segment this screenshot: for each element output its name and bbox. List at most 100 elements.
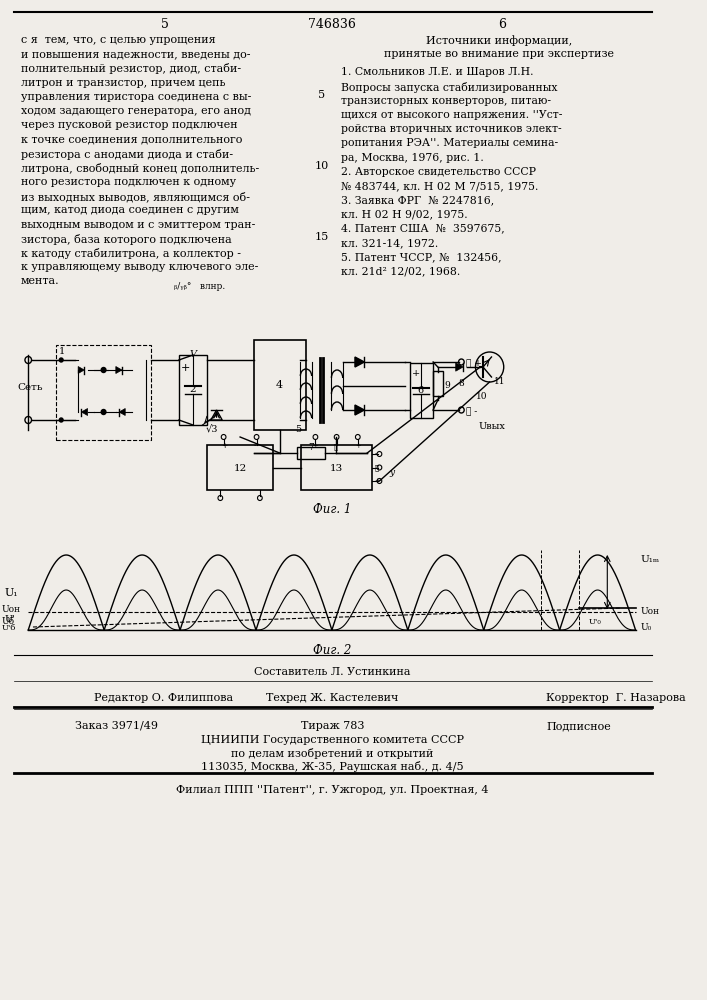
Text: Тираж 783: Тираж 783 <box>300 721 364 731</box>
Text: U'б: U'б <box>2 624 16 632</box>
Text: +: + <box>375 477 380 485</box>
Text: щим, катод диода соединен с другим: щим, катод диода соединен с другим <box>21 205 238 215</box>
Text: 4: 4 <box>276 380 284 390</box>
Text: Uон: Uон <box>641 607 660 616</box>
Text: Корректор  Г. Назарова: Корректор Г. Назарова <box>546 693 686 703</box>
Bar <box>301 445 372 490</box>
Text: ного резистора подключен к одному: ного резистора подключен к одному <box>21 177 236 187</box>
Bar <box>179 355 207 425</box>
Text: из выходных выводов, являющимся об-: из выходных выводов, являющимся об- <box>21 191 250 202</box>
Text: 2: 2 <box>189 385 197 394</box>
Text: y: y <box>389 468 394 477</box>
Text: кл. Н 02 Н 9/02, 1975.: кл. Н 02 Н 9/02, 1975. <box>341 209 467 219</box>
Text: Подписное: Подписное <box>546 721 611 731</box>
Polygon shape <box>116 366 122 373</box>
Text: ∅ +: ∅ + <box>466 359 481 368</box>
Bar <box>207 445 273 490</box>
Text: √3: √3 <box>205 425 218 434</box>
Text: Составитель Л. Устинкина: Составитель Л. Устинкина <box>254 667 411 677</box>
Text: 7: 7 <box>308 443 314 452</box>
Text: 10: 10 <box>476 392 487 401</box>
Text: кл. 21d² 12/02, 1968.: кл. 21d² 12/02, 1968. <box>341 266 460 276</box>
Text: щихся от высокого напряжения. ''Уст-: щихся от высокого напряжения. ''Уст- <box>341 110 562 120</box>
Text: 5: 5 <box>295 425 301 434</box>
Text: +: + <box>355 442 361 450</box>
Bar <box>433 371 443 396</box>
Text: Фиг. 2: Фиг. 2 <box>313 644 351 657</box>
Text: 10: 10 <box>315 161 329 171</box>
Text: ропитания РЭА''. Материалы семина-: ропитания РЭА''. Материалы семина- <box>341 138 558 148</box>
Text: к катоду стабилитрона, а коллектор -: к катоду стабилитрона, а коллектор - <box>21 248 240 259</box>
Text: зистора, база которого подключена: зистора, база которого подключена <box>21 234 231 245</box>
Text: Uб: Uб <box>2 617 15 626</box>
Text: 2. Авторское свидетельство СССР: 2. Авторское свидетельство СССР <box>341 167 536 177</box>
Text: № 483744, кл. Н 02 М 7/515, 1975.: № 483744, кл. Н 02 М 7/515, 1975. <box>341 181 538 191</box>
Text: литрон и транзистор, причем цепь: литрон и транзистор, причем цепь <box>21 78 226 88</box>
Text: 11: 11 <box>494 377 506 386</box>
Text: ∅: ∅ <box>375 464 379 472</box>
Text: U': U' <box>5 615 16 624</box>
Text: Источники информации,: Источники информации, <box>426 35 572 46</box>
Text: 113035, Москва, Ж-35, Раушская наб., д. 4/5: 113035, Москва, Ж-35, Раушская наб., д. … <box>201 761 464 772</box>
Text: 6: 6 <box>498 18 506 31</box>
Text: к точке соединения дополнительного: к точке соединения дополнительного <box>21 134 242 144</box>
Text: Uвых: Uвых <box>479 422 506 431</box>
Text: транзисторных конверторов, питаю-: транзисторных конверторов, питаю- <box>341 96 551 106</box>
Text: +: + <box>411 369 420 378</box>
Polygon shape <box>355 405 364 415</box>
Text: 6: 6 <box>418 386 424 395</box>
Text: Заказ 3971/49: Заказ 3971/49 <box>76 721 158 731</box>
Text: по делам изобретений и открытий: по делам изобретений и открытий <box>231 748 433 759</box>
Circle shape <box>59 358 63 362</box>
Text: 8: 8 <box>459 379 464 388</box>
Text: 9: 9 <box>445 381 450 390</box>
Text: Вопросы запуска стабилизированных: Вопросы запуска стабилизированных <box>341 82 557 93</box>
Text: управления тиристора соединена с вы-: управления тиристора соединена с вы- <box>21 92 251 102</box>
Text: U₁ₘ: U₁ₘ <box>641 556 660 564</box>
Text: к управляющему выводу ключевого эле-: к управляющему выводу ключевого эле- <box>21 262 258 272</box>
Text: V: V <box>189 350 197 359</box>
Bar <box>57 345 151 440</box>
Circle shape <box>59 418 63 422</box>
Text: U₁: U₁ <box>5 588 18 598</box>
Text: +: + <box>312 442 318 450</box>
Polygon shape <box>81 408 88 416</box>
Text: ∅ -: ∅ - <box>466 407 477 416</box>
Text: 1: 1 <box>59 347 64 356</box>
Text: 1. Смольников Л.Е. и Шаров Л.Н.: 1. Смольников Л.Е. и Шаров Л.Н. <box>341 67 533 77</box>
Circle shape <box>101 367 106 372</box>
Text: 13: 13 <box>329 464 343 473</box>
Text: 5: 5 <box>160 18 169 31</box>
Text: с я  тем, что, с целью упрощения: с я тем, что, с целью упрощения <box>21 35 216 45</box>
Polygon shape <box>119 408 125 416</box>
Text: 5. Патент ЧССР, №  132456,: 5. Патент ЧССР, № 132456, <box>341 252 501 262</box>
Text: литрона, свободный конец дополнитель-: литрона, свободный конец дополнитель- <box>21 163 259 174</box>
Polygon shape <box>78 366 84 373</box>
Text: ра, Москва, 1976, рис. 1.: ра, Москва, 1976, рис. 1. <box>341 153 484 163</box>
Text: Фиг. 1: Фиг. 1 <box>313 503 351 516</box>
Text: резистора с анодами диода и стаби-: резистора с анодами диода и стаби- <box>21 149 233 160</box>
Text: -: - <box>375 450 377 458</box>
Polygon shape <box>355 357 364 367</box>
Text: -: - <box>254 442 257 450</box>
Text: ∅: ∅ <box>334 442 338 450</box>
Text: Техред Ж. Кастелевич: Техред Ж. Кастелевич <box>266 693 399 703</box>
Text: 5: 5 <box>318 90 325 100</box>
Text: выходным выводом и с эмиттером тран-: выходным выводом и с эмиттером тран- <box>21 220 255 230</box>
Polygon shape <box>456 363 463 371</box>
Text: 12: 12 <box>233 464 247 473</box>
Text: Редактор О. Филиппова: Редактор О. Филиппова <box>94 693 233 703</box>
Text: +: + <box>221 442 227 450</box>
Text: Филиал ППП ''Патент'', г. Ужгород, ул. Проектная, 4: Филиал ППП ''Патент'', г. Ужгород, ул. П… <box>176 785 489 795</box>
Text: через пусковой резистор подключен: через пусковой резистор подключен <box>21 120 238 130</box>
Text: Uон: Uон <box>2 605 21 614</box>
Text: 4. Патент США  №  3597675,: 4. Патент США № 3597675, <box>341 224 505 234</box>
Bar <box>409 363 433 418</box>
Text: 15: 15 <box>315 232 329 242</box>
Text: ᵦ/ᵧᵦ°   влнр.: ᵦ/ᵧᵦ° влнр. <box>174 282 226 291</box>
Bar <box>255 340 306 430</box>
Text: +: + <box>181 363 190 373</box>
Text: 746836: 746836 <box>308 18 356 31</box>
Text: U₀: U₀ <box>641 622 652 632</box>
Text: и повышения надежности, введены до-: и повышения надежности, введены до- <box>21 49 250 59</box>
